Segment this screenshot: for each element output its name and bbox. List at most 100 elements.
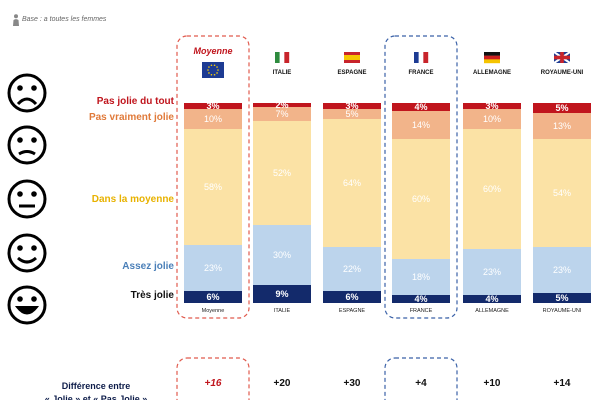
bar-value-label: 3% [345,101,358,111]
eu-flag-star [210,64,213,67]
bar-segment-moyenne [184,129,242,245]
bar-segment-assez [463,249,521,295]
eu-flag-star [210,73,213,76]
eu-flag-star [216,72,218,74]
bar-value-label: 18% [412,272,430,282]
bar-segment-assez [253,225,311,285]
bar-value-label: 6% [206,292,219,302]
eu-flag-star [208,66,210,68]
category-label: FRANCE [410,308,433,314]
eu-flag-star [217,69,219,71]
italy-flag-icon [275,52,280,63]
bar-segment-moyenne [323,119,381,247]
eu-flag-icon [202,62,224,78]
bar-segment-pas_du_tout [323,103,381,109]
italy-flag-icon [279,52,285,63]
bar-segment-pas_vraiment [184,109,242,129]
highlight-diff-box-moyenne [176,357,250,400]
bar-segment-moyenne [533,139,591,247]
italy-flag-icon [284,52,290,63]
france-flag-icon [418,52,424,63]
bar-value-label: 3% [206,101,219,111]
germany-flag-icon [484,52,500,56]
bar-segment-assez [392,259,450,295]
bar-value-label: 3% [485,101,498,111]
very-sad-face-icon [7,73,47,113]
difference-value: +4 [415,378,427,389]
bar-value-label: 14% [412,120,430,130]
difference-value: +14 [554,378,571,389]
category-label: ROYAUME-UNI [543,308,582,314]
highlight-box-moyenne [176,35,250,319]
eu-flag-star [207,69,209,71]
germany-flag-icon [484,55,500,60]
bar-segment-pas_vraiment [253,107,311,121]
bar-segment-pas_vraiment [323,109,381,119]
eu-flag-star [216,66,218,68]
bar-value-label: 60% [412,194,430,204]
bar-value-label: 4% [485,294,498,304]
legend-label-pas_du_tout: Pas jolie du tout [97,96,175,107]
bar-segment-tres [463,295,521,303]
bar-value-label: 10% [204,114,222,124]
bar-segment-assez [323,247,381,291]
highlight-diff-box-france [384,357,458,400]
bar-value-label: 5% [345,109,358,119]
bar-value-label: 52% [273,168,291,178]
neutral-face-icon [7,179,47,219]
bar-value-label: 9% [275,289,288,299]
bar-value-label: 4% [414,294,427,304]
france-flag-icon [423,52,429,63]
bar-value-label: 10% [483,114,501,124]
eu-flag-star [213,73,216,76]
bar-segment-pas_vraiment [533,113,591,139]
bar-value-label: 54% [553,188,571,198]
big-smile-face-icon [7,285,47,325]
bar-value-label: 23% [553,265,571,275]
bar-segment-moyenne [392,139,450,259]
smile-face-icon [7,233,47,273]
bar-value-label: 6% [345,292,358,302]
bar-segment-assez [184,245,242,291]
header-label-italie: ITALIE [273,70,292,76]
difference-value: +20 [274,378,291,389]
bar-value-label: 7% [275,109,288,119]
legend-label-assez: Assez jolie [122,261,174,272]
highlight-box-france [384,35,458,319]
spain-flag-band [344,55,360,60]
category-label: Moyenne [202,308,225,314]
difference-label-line2: « Jolie » et « Pas Jolie » [45,394,148,400]
bar-segment-pas_du_tout [184,103,242,109]
category-label: ALLEMAGNE [475,308,509,314]
bar-value-label: 13% [553,121,571,131]
bar-value-label: 23% [204,263,222,273]
bar-segment-tres [253,285,311,303]
bar-value-label: 2% [275,100,288,110]
bar-segment-pas_vraiment [463,109,521,129]
bar-segment-pas_du_tout [533,103,591,113]
bar-value-label: 4% [414,102,427,112]
bar-segment-assez [533,247,591,293]
bar-segment-tres [184,291,242,303]
difference-value: +30 [344,378,361,389]
bar-segment-pas_du_tout [392,103,450,111]
bar-value-label: 58% [204,182,222,192]
base-note: Base : a toutes les femmes [22,16,107,23]
bar-value-label: 5% [555,103,568,113]
person-icon [13,14,19,26]
header-label-france: FRANCE [409,70,434,76]
category-label: ESPAGNE [339,308,366,314]
difference-value: +16 [205,378,222,389]
eu-flag-star [208,72,210,74]
bar-segment-tres [323,291,381,303]
difference-value: +10 [484,378,501,389]
bar-segment-tres [392,295,450,303]
bar-segment-pas_du_tout [463,103,521,109]
bar-value-label: 5% [555,293,568,303]
legend-label-moyenne: Dans la moyenne [92,194,175,205]
legend-label-tres: Très jolie [131,290,175,301]
bar-segment-moyenne [463,129,521,249]
header-label-royaume-uni: ROYAUME-UNI [541,70,584,76]
france-flag-icon [414,52,419,63]
